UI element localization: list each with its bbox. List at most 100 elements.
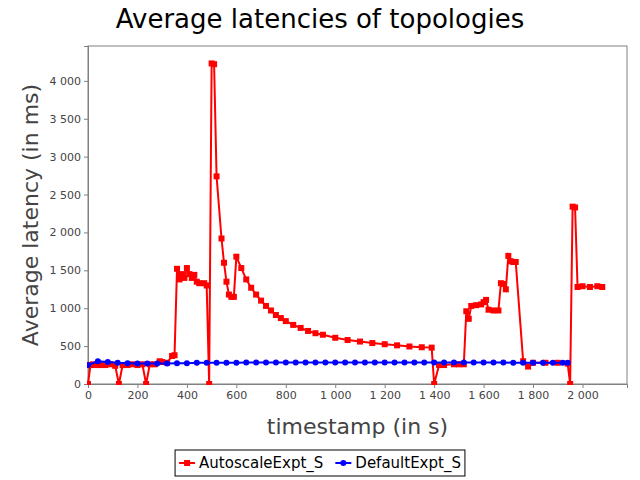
point-marker (530, 360, 536, 366)
point-marker (466, 316, 472, 322)
x-tick-label: 400 (177, 389, 198, 402)
legend: AutoscaleExpt_S DefaultExpt_S (175, 450, 465, 476)
x-tick: 1 400 (419, 384, 451, 402)
point-marker (293, 359, 299, 365)
x-tick-label: 2 000 (567, 389, 599, 402)
point-marker (382, 341, 388, 347)
x-tick-mark (335, 384, 336, 388)
point-marker (490, 359, 496, 365)
y-tick-mark (84, 81, 88, 82)
point-marker (87, 381, 91, 385)
x-tick: 400 (177, 384, 198, 402)
point-marker (184, 360, 190, 366)
point-marker (231, 294, 237, 300)
point-marker (342, 359, 348, 365)
point-marker (243, 359, 249, 365)
plot: 02004006008001 0001 2001 4001 6001 8002 … (50, 46, 628, 402)
point-marker (483, 297, 489, 303)
point-marker (401, 359, 407, 365)
point-marker (352, 359, 358, 365)
point-marker (223, 279, 229, 285)
point-marker (243, 276, 249, 282)
point-marker (174, 360, 180, 366)
point-marker (191, 272, 197, 278)
x-tick-mark (236, 384, 237, 388)
point-marker (298, 325, 304, 331)
point-marker (221, 260, 227, 266)
y-tick: 3 500 (50, 113, 89, 126)
point-marker (500, 359, 506, 365)
y-tick: 3 000 (50, 151, 89, 164)
point-marker (565, 361, 571, 367)
plot-frame (88, 46, 627, 384)
point-marker (500, 281, 506, 287)
y-axis: 05001 0001 5002 0002 5003 0003 5004 000 (50, 47, 89, 392)
point-marker (471, 359, 477, 365)
y-tick-label: 1 500 (50, 264, 82, 277)
point-marker (238, 265, 244, 271)
point-marker (116, 381, 122, 385)
point-marker (565, 360, 571, 366)
y-tick: 500 (60, 340, 88, 353)
y-tick-label: 2 500 (50, 189, 82, 202)
point-marker (134, 361, 140, 367)
legend-item: DefaultExpt_S (335, 454, 461, 473)
x-tick: 1 200 (369, 384, 401, 402)
y-tick: 1 000 (50, 302, 89, 315)
y-tick-mark (84, 232, 88, 233)
y-tick-mark (84, 119, 88, 120)
legend-label: AutoscaleExpt_S (199, 454, 323, 473)
point-marker (451, 359, 457, 365)
y-tick-mark (84, 346, 88, 347)
y-tick-label: 0 (74, 378, 81, 391)
x-tick-label: 1 000 (320, 389, 352, 402)
point-marker (263, 359, 269, 365)
point-marker (105, 359, 111, 365)
point-marker (283, 359, 289, 365)
x-axis: 02004006008001 0001 2001 4001 6001 8002 … (85, 384, 628, 402)
point-marker (312, 330, 318, 336)
point-marker (572, 204, 578, 210)
point-marker (211, 61, 217, 67)
x-tick: 1 600 (468, 384, 500, 402)
legend-item: AutoscaleExpt_S (179, 454, 323, 473)
legend-marker (340, 460, 346, 466)
point-marker (144, 361, 150, 367)
point-marker (372, 359, 378, 365)
point-marker (214, 173, 220, 179)
point-marker (305, 328, 311, 334)
point-marker (392, 359, 398, 365)
point-marker (441, 359, 447, 365)
point-marker (223, 360, 229, 366)
point-marker (332, 335, 338, 341)
y-tick: 0 (74, 378, 88, 391)
x-axis-line (89, 385, 628, 389)
x-tick-label: 1 800 (518, 389, 550, 402)
point-marker (369, 340, 375, 346)
x-axis-title: timestamp (in s) (267, 414, 448, 439)
point-marker (530, 360, 536, 366)
point-marker (248, 285, 254, 291)
point-marker (513, 259, 519, 265)
point-marker (320, 332, 326, 338)
point-marker (481, 359, 487, 365)
y-tick-label: 4 000 (50, 75, 82, 88)
point-marker (87, 362, 91, 368)
point-marker (154, 361, 160, 367)
y-tick-mark (84, 157, 88, 158)
x-tick-mark (385, 384, 386, 388)
point-marker (520, 360, 526, 366)
point-marker (345, 337, 351, 343)
point-marker (461, 359, 467, 365)
x-tick-label: 800 (276, 389, 297, 402)
point-marker (495, 307, 501, 313)
point-marker (567, 381, 573, 385)
point-marker (253, 359, 259, 365)
y-axis-title: Average latency (in ms) (18, 84, 43, 346)
x-tick-mark (286, 384, 287, 388)
point-marker (143, 381, 149, 385)
point-marker (125, 360, 131, 366)
point-marker (164, 361, 170, 367)
point-marker (233, 254, 239, 260)
y-tick: 4 000 (50, 75, 89, 88)
